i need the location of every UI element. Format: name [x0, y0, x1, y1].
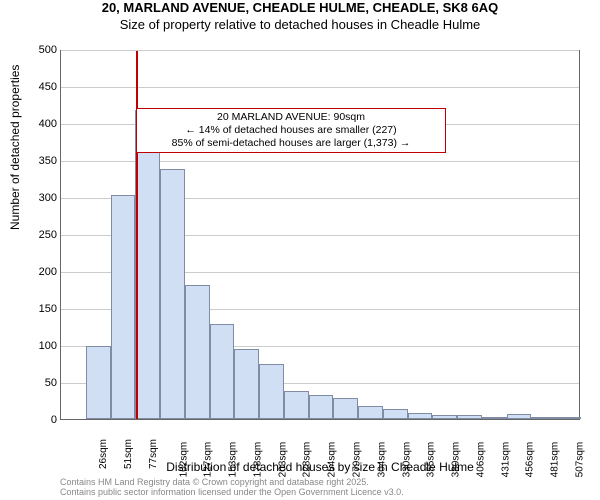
x-tick-label: 304sqm: [376, 442, 387, 478]
histogram-bar: [531, 417, 556, 419]
histogram-bar: [111, 195, 136, 419]
gridline: [61, 87, 579, 88]
x-tick-label: 406sqm: [475, 442, 486, 478]
x-tick-label: 254sqm: [327, 442, 338, 478]
footer-line-2: Contains public sector information licen…: [60, 488, 404, 498]
histogram-bar: [259, 364, 284, 420]
histogram-bar: [457, 415, 482, 419]
footer-attribution: Contains HM Land Registry data © Crown c…: [60, 478, 404, 498]
x-tick-label: 153sqm: [228, 442, 239, 478]
histogram-bar: [333, 398, 358, 419]
x-tick-label: 456sqm: [525, 442, 536, 478]
histogram-bar: [160, 169, 185, 419]
y-tick-label: 50: [45, 377, 57, 389]
chart-subtitle: Size of property relative to detached ho…: [0, 17, 600, 34]
histogram-bar: [135, 110, 160, 419]
y-tick-label: 100: [39, 340, 57, 352]
gridline: [61, 50, 579, 51]
y-tick-label: 500: [39, 44, 57, 56]
x-tick-label: 26sqm: [98, 439, 109, 469]
y-tick-label: 200: [39, 266, 57, 278]
y-tick-label: 250: [39, 229, 57, 241]
histogram-bar: [86, 346, 111, 419]
histogram-bar: [309, 395, 334, 419]
histogram-bar: [185, 285, 210, 419]
histogram-bar: [432, 415, 457, 419]
x-tick-label: 279sqm: [352, 442, 363, 478]
histogram-bar: [358, 406, 383, 419]
y-tick-label: 350: [39, 155, 57, 167]
x-tick-label: 481sqm: [550, 442, 561, 478]
x-tick-label: 203sqm: [277, 442, 288, 478]
x-tick-label: 127sqm: [203, 442, 214, 478]
histogram-bar: [210, 324, 235, 419]
x-tick-label: 507sqm: [574, 442, 585, 478]
annotation-line: 20 MARLAND AVENUE: 90sqm: [141, 111, 441, 124]
y-tick-label: 0: [51, 414, 57, 426]
x-tick-label: 77sqm: [148, 439, 159, 469]
x-tick-label: 228sqm: [302, 442, 313, 478]
y-tick-label: 400: [39, 118, 57, 130]
histogram-bar: [507, 414, 532, 419]
histogram-bar: [383, 409, 408, 419]
histogram-bar: [234, 349, 259, 419]
histogram-bar: [284, 391, 309, 419]
x-tick-label: 355sqm: [426, 442, 437, 478]
x-tick-label: 380sqm: [451, 442, 462, 478]
reference-marker-line: [136, 51, 138, 419]
x-tick-label: 102sqm: [178, 442, 189, 478]
x-tick-label: 178sqm: [253, 442, 264, 478]
y-tick-label: 300: [39, 192, 57, 204]
x-tick-label: 330sqm: [401, 442, 412, 478]
x-tick-label: 431sqm: [500, 442, 511, 478]
y-tick-label: 450: [39, 81, 57, 93]
y-axis-label: Number of detached properties: [8, 65, 22, 230]
annotation-line: ← 14% of detached houses are smaller (22…: [141, 124, 441, 137]
chart-title: 20, MARLAND AVENUE, CHEADLE HULME, CHEAD…: [0, 0, 600, 17]
y-tick-label: 150: [39, 303, 57, 315]
histogram-bar: [482, 417, 507, 419]
annotation-callout: 20 MARLAND AVENUE: 90sqm← 14% of detache…: [136, 108, 446, 153]
x-tick-label: 51sqm: [123, 439, 134, 469]
annotation-line: 85% of semi-detached houses are larger (…: [141, 137, 441, 150]
histogram-bar: [408, 413, 433, 419]
plot-area: 20 MARLAND AVENUE: 90sqm← 14% of detache…: [60, 50, 580, 420]
histogram-bar: [556, 417, 581, 419]
